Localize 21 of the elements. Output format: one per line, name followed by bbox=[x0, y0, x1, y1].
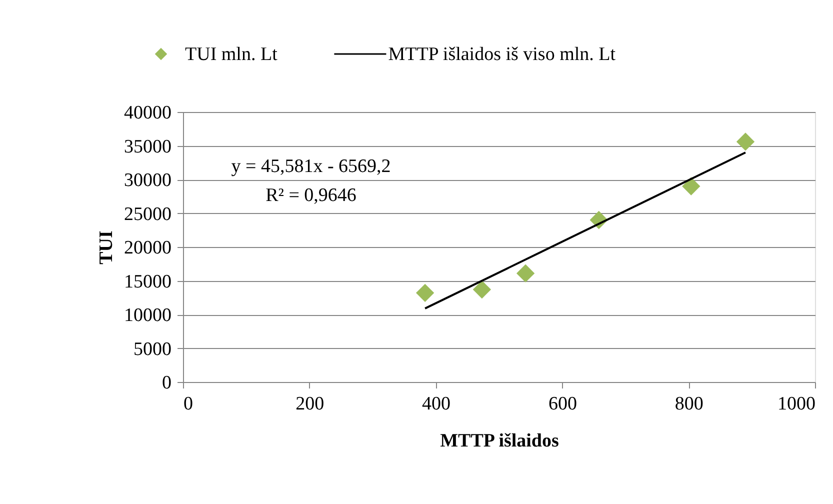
x-axis-title: MTTP išlaidos bbox=[440, 430, 559, 452]
y-tick-label: 10000 bbox=[124, 305, 172, 326]
legend-label: TUI mln. Lt bbox=[185, 44, 278, 65]
y-tick-label: 0 bbox=[162, 372, 172, 394]
legend-label: MTTP išlaidos iš viso mln. Lt bbox=[388, 44, 616, 65]
x-tick-label: 600 bbox=[548, 394, 577, 414]
x-tick-label: 400 bbox=[422, 394, 451, 414]
y-tick-label: 35000 bbox=[124, 136, 172, 158]
x-tick-label: 200 bbox=[296, 394, 324, 414]
y-tick-label: 20000 bbox=[124, 238, 172, 258]
annotation: R² = 0,9646 bbox=[266, 185, 356, 206]
x-tick-label: 1000 bbox=[778, 394, 816, 414]
annotation: y = 45,581x - 6569,2 bbox=[231, 156, 391, 177]
x-tick-label: 800 bbox=[674, 394, 704, 414]
y-tick-label: 40000 bbox=[124, 102, 172, 124]
y-tick-label: 30000 bbox=[124, 170, 172, 191]
x-tick-label: 0 bbox=[184, 394, 193, 414]
y-tick-label: 15000 bbox=[124, 271, 172, 292]
y-axis-title: TUI bbox=[96, 230, 117, 264]
y-tick-label: 25000 bbox=[124, 204, 172, 225]
y-tick-label: 5000 bbox=[134, 338, 172, 360]
